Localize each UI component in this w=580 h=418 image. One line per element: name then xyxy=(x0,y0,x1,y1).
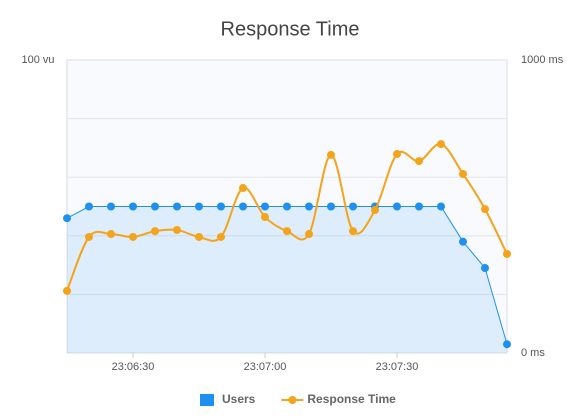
point xyxy=(129,202,137,211)
point xyxy=(327,150,335,159)
x-tick-label: 23:07:00 xyxy=(244,361,287,373)
point xyxy=(261,202,269,211)
point xyxy=(415,202,423,211)
point xyxy=(415,157,423,166)
legend-label: Users xyxy=(222,392,256,406)
point xyxy=(437,202,445,211)
point xyxy=(239,184,247,193)
point xyxy=(85,232,93,241)
point xyxy=(481,205,489,214)
point xyxy=(151,202,159,211)
point xyxy=(63,286,71,295)
legend-swatch xyxy=(200,394,214,406)
chart-title: Response Time xyxy=(221,18,360,40)
point xyxy=(459,169,467,178)
point xyxy=(85,202,93,211)
x-tick-label: 23:07:30 xyxy=(376,361,419,373)
point xyxy=(217,232,225,241)
x-tick-label: 23:06:30 xyxy=(112,361,155,373)
point xyxy=(349,227,357,236)
point xyxy=(503,249,511,258)
point xyxy=(305,230,313,239)
point xyxy=(217,202,225,211)
point xyxy=(283,227,291,236)
point xyxy=(173,202,181,211)
point xyxy=(107,230,115,239)
point xyxy=(371,206,379,215)
point xyxy=(393,150,401,159)
point xyxy=(129,232,137,241)
y2-tick-label: 0 ms xyxy=(521,347,545,359)
point xyxy=(393,202,401,211)
point xyxy=(481,264,489,273)
legend-label: Response Time xyxy=(307,392,396,406)
point xyxy=(195,202,203,211)
y-tick-label: 100 vu xyxy=(21,54,54,66)
series-area xyxy=(67,206,507,353)
point xyxy=(459,237,467,246)
point xyxy=(503,340,511,349)
point xyxy=(349,202,357,211)
point xyxy=(261,213,269,222)
point xyxy=(327,202,335,211)
point xyxy=(173,225,181,234)
point xyxy=(107,202,115,211)
point xyxy=(283,202,291,211)
legend-swatch xyxy=(288,396,297,404)
point xyxy=(239,202,247,211)
point xyxy=(195,232,203,241)
point xyxy=(63,214,71,223)
point xyxy=(151,227,159,236)
point xyxy=(437,140,445,149)
point xyxy=(305,202,313,211)
y2-tick-label: 1000 ms xyxy=(521,54,564,66)
